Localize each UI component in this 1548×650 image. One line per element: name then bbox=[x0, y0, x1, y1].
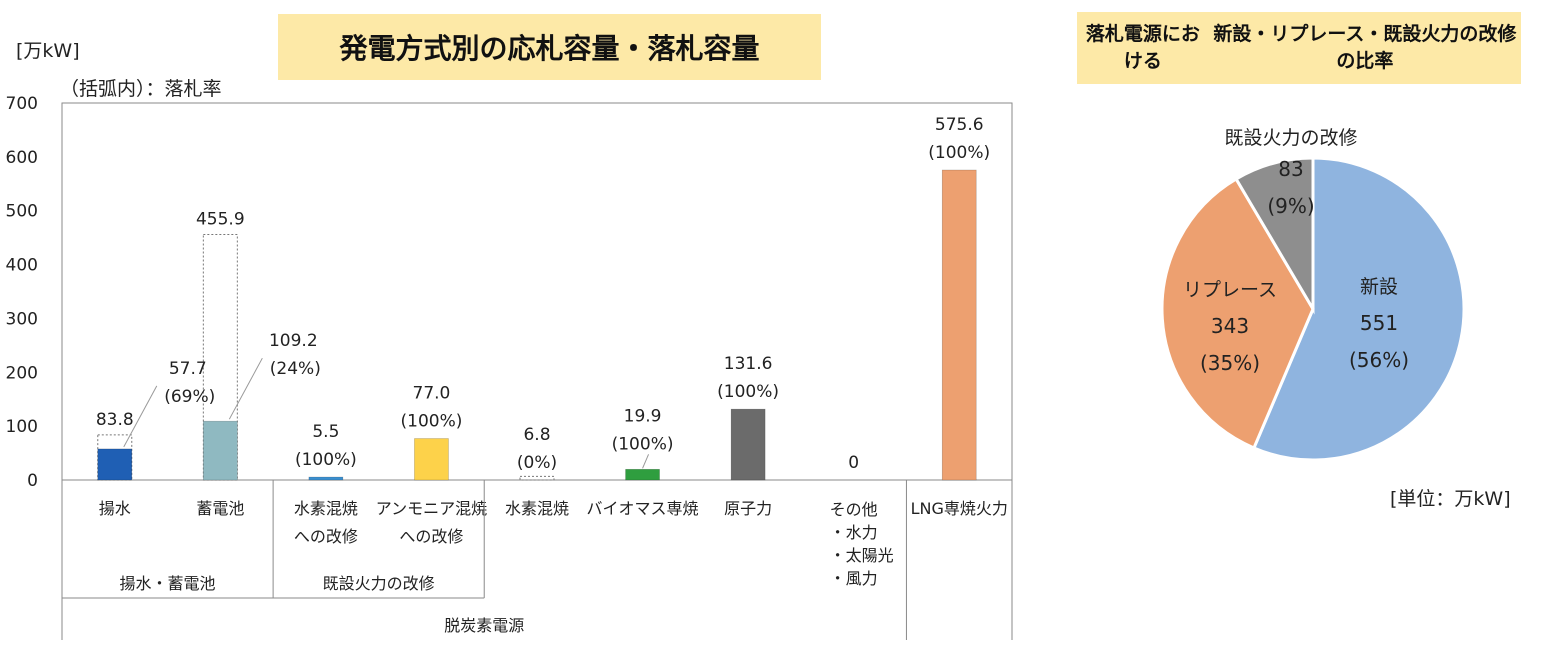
award-rate-label: (0%) bbox=[517, 453, 557, 473]
category-label: への改修 bbox=[294, 527, 358, 546]
awarded-capacity-bar bbox=[625, 468, 660, 481]
category-label: その他 bbox=[830, 500, 878, 519]
awarded-capacity-bar bbox=[941, 169, 977, 481]
pie-slice-percent: (9%) bbox=[1267, 194, 1314, 218]
award-rate-label: (24%) bbox=[270, 359, 321, 379]
awarded-value-label: 5.5 bbox=[312, 422, 339, 442]
pie-slice bbox=[1234, 156, 1315, 315]
category-label: LNG専焼火力 bbox=[911, 499, 1008, 518]
awarded-value-label: 57.7 bbox=[169, 359, 207, 379]
pie-slice-name: 既設火力の改修 bbox=[1224, 127, 1357, 149]
pie-slice-percent: (35%) bbox=[1200, 351, 1260, 375]
pie-chart: 新設 551 (56%) リプレース 343 (35%) 既設火力の改修 83 (9%) bbox=[1160, 127, 1466, 462]
y-tick-label: 600 bbox=[6, 148, 38, 168]
group-label-decarbonized: 脱炭素電源 bbox=[444, 616, 524, 635]
y-tick-label: 700 bbox=[6, 94, 38, 114]
pie-title-line2: 新設・リプレース・既設火力の改修の比率 bbox=[1213, 23, 1517, 72]
y-tick-label: 300 bbox=[6, 309, 38, 329]
category-label: 水素混焼 bbox=[505, 499, 569, 518]
y-tick-label: 0 bbox=[27, 471, 38, 491]
applied-value-label: 83.8 bbox=[96, 410, 134, 430]
awarded-value-label: 131.6 bbox=[724, 354, 773, 374]
group-label-thermal-retrofit: 既設火力の改修 bbox=[323, 574, 435, 593]
category-label: への改修 bbox=[399, 527, 463, 546]
pie-slice-value: 343 bbox=[1211, 314, 1249, 338]
award-rate-label: (69%) bbox=[164, 387, 215, 407]
category-label: ・太陽光 bbox=[830, 546, 894, 565]
category-label: バイオマス専焼 bbox=[587, 499, 699, 518]
pie-slice bbox=[1251, 156, 1466, 462]
awarded-capacity-bar bbox=[308, 476, 344, 481]
category-label: 揚水 bbox=[99, 499, 131, 518]
category-label: 蓄電池 bbox=[196, 499, 244, 518]
pie-slice-value: 551 bbox=[1360, 311, 1398, 335]
pie-title-line1: 落札電源における bbox=[1085, 23, 1200, 72]
award-rate-label: (100%) bbox=[401, 412, 463, 432]
awarded-capacity-bar bbox=[203, 420, 238, 481]
rate-note-label: （括弧内）：落札率 bbox=[60, 78, 222, 100]
awarded-value-label: 0 bbox=[848, 453, 859, 473]
awarded-value-label: 77.0 bbox=[413, 384, 451, 404]
pie-slice-value: 83 bbox=[1278, 157, 1303, 181]
leader-line bbox=[228, 357, 263, 420]
bar-chart-title: 発電方式別の応札容量・落札容量 bbox=[278, 14, 821, 80]
applied-capacity-bar bbox=[519, 475, 555, 481]
category-label: アンモニア混焼 bbox=[376, 499, 487, 518]
y-tick-label: 200 bbox=[6, 363, 38, 383]
y-unit-label: [万kW] bbox=[16, 40, 80, 62]
y-tick-label: 100 bbox=[6, 417, 38, 437]
category-label: ・水力 bbox=[830, 523, 878, 542]
bar-chart: 0 100 200 300 400 500 600 700 83.8 57.7 (69%) 455.9… bbox=[6, 94, 1013, 640]
pie-unit-label: [単位：万kW] bbox=[1390, 488, 1511, 510]
awarded-capacity-bar bbox=[414, 438, 449, 481]
category-label: 原子力 bbox=[724, 499, 772, 518]
y-tick-label: 400 bbox=[6, 256, 38, 276]
applied-value-label: 455.9 bbox=[196, 209, 245, 229]
award-rate-label: (100%) bbox=[928, 143, 990, 163]
pie-slice-name: リプレース bbox=[1183, 279, 1277, 301]
awarded-capacity-bar bbox=[730, 408, 766, 481]
y-tick-label: 500 bbox=[6, 202, 38, 222]
pie-chart-title: 落札電源における 新設・リプレース・既設火力の改修の比率 bbox=[1077, 12, 1521, 84]
award-rate-label: (100%) bbox=[295, 450, 357, 470]
awarded-value-label: 19.9 bbox=[624, 406, 662, 426]
awarded-capacity-bar bbox=[97, 448, 133, 481]
plot-area-frame bbox=[61, 102, 1013, 481]
pie-slice-percent: (56%) bbox=[1349, 348, 1409, 372]
award-rate-label: (100%) bbox=[717, 382, 779, 402]
category-label: 水素混焼 bbox=[294, 499, 358, 518]
awarded-value-label: 575.6 bbox=[935, 115, 984, 135]
awarded-value-label: 6.8 bbox=[523, 425, 550, 445]
pie-slice-name: 新設 bbox=[1360, 276, 1398, 298]
category-label: ・風力 bbox=[830, 569, 878, 588]
award-rate-label: (100%) bbox=[612, 434, 674, 454]
awarded-value-label: 109.2 bbox=[269, 331, 318, 351]
leader-line bbox=[123, 385, 158, 448]
group-label-pumped-battery: 揚水・蓄電池 bbox=[120, 574, 216, 593]
leader-line bbox=[642, 454, 650, 469]
